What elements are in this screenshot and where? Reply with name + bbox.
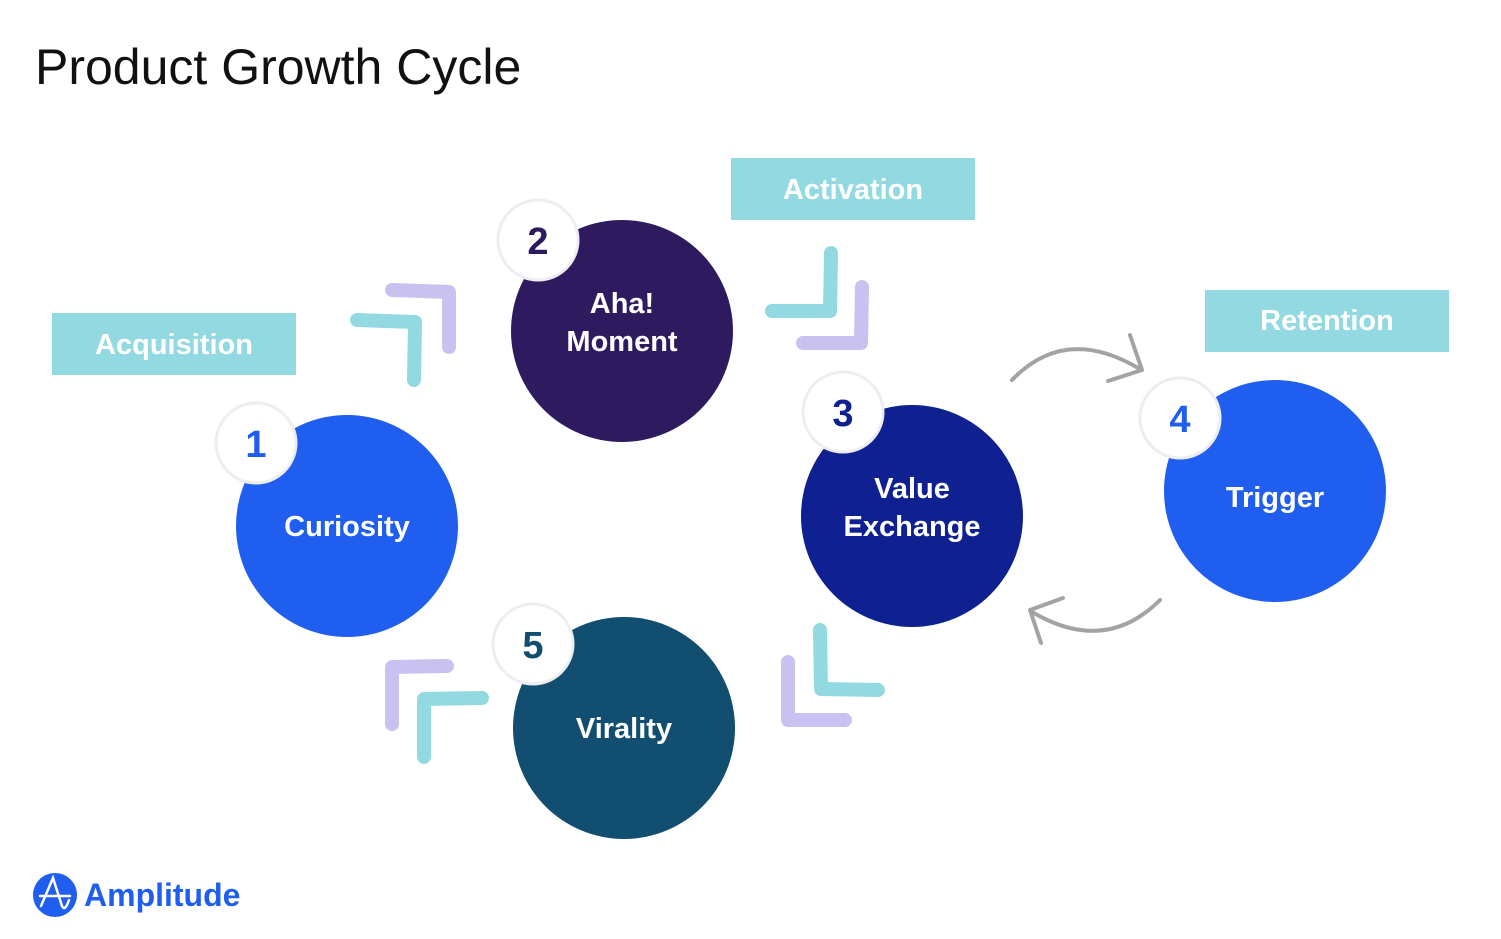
stage-label: Acquisition [95, 329, 253, 361]
chevron-arrow-2-to-3 [765, 246, 869, 350]
step-badge [496, 198, 580, 282]
node-aha-moment: Aha! Moment 2 [496, 198, 733, 442]
amplitude-logo: Amplitude [33, 873, 240, 917]
stage-retention: Retention [1205, 290, 1449, 352]
loop-arrow-4-to-3 [1028, 596, 1162, 645]
node-label: Virality [576, 713, 672, 745]
step-number: 1 [245, 424, 266, 466]
page-title: Product Growth Cycle [35, 39, 521, 95]
chevron-arrow-5-to-1 [385, 659, 489, 764]
node-virality: Virality 5 [491, 602, 735, 839]
node-label: Aha! [590, 288, 654, 320]
loop-arrow-3-to-4 [1010, 333, 1144, 383]
logo-text: Amplitude [84, 877, 240, 913]
node-label: Value [874, 473, 950, 505]
node-label: Curiosity [284, 511, 410, 543]
node-value-exchange: Value Exchange 3 [801, 370, 1023, 627]
step-number: 3 [832, 393, 853, 435]
amplitude-logo-icon [33, 873, 77, 917]
step-number: 5 [522, 625, 543, 667]
stage-activation: Activation [731, 158, 975, 220]
step-number: 4 [1169, 399, 1190, 441]
step-badge [1138, 376, 1222, 460]
step-badge [214, 401, 298, 485]
step-badge [801, 370, 885, 454]
node-curiosity: Curiosity 1 [214, 401, 458, 637]
node-label: Trigger [1226, 482, 1324, 514]
stage-label: Activation [783, 174, 923, 206]
step-badge [491, 602, 575, 686]
node-label: Moment [566, 326, 678, 358]
node-trigger: Trigger 4 [1138, 376, 1386, 602]
chevron-arrow-1-to-2 [350, 283, 456, 387]
stage-acquisition: Acquisition [52, 313, 296, 375]
step-number: 2 [527, 221, 548, 263]
chevron-arrow-3-to-5 [781, 623, 885, 727]
stage-label: Retention [1260, 305, 1394, 337]
node-label: Exchange [844, 511, 981, 543]
